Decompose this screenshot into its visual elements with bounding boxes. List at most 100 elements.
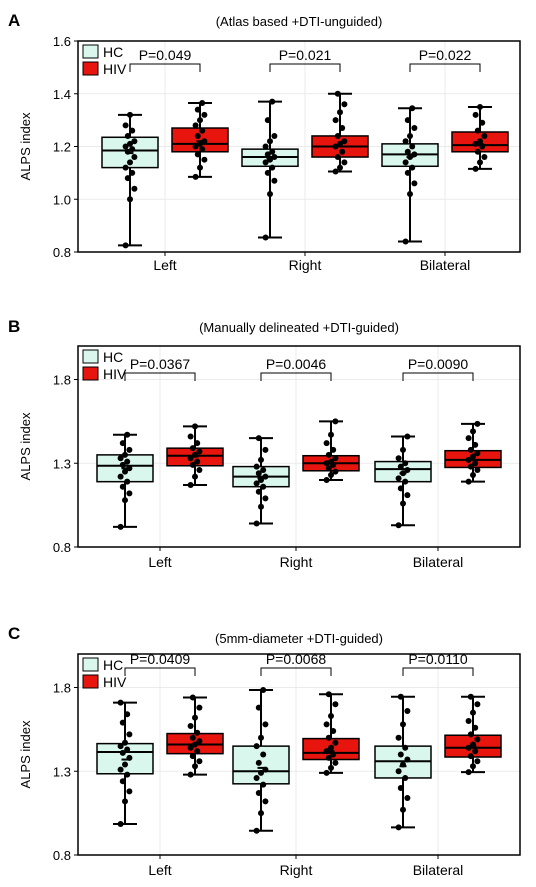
data-point [126,446,133,453]
data-point [192,173,199,180]
box-hc-bilateral [374,433,432,529]
data-point [194,440,201,447]
legend-swatch-hc [82,44,99,59]
data-point [325,734,332,741]
data-point [465,435,472,442]
data-point [474,701,481,708]
data-point [470,709,476,716]
data-point [395,522,402,529]
data-point [325,451,332,458]
data-point [197,140,203,147]
data-point [409,164,416,171]
data-point [334,132,341,139]
data-point [402,478,409,485]
data-point [330,751,337,758]
data-point [337,140,343,147]
data-point [404,433,411,440]
y-tick-label: 1.0 [53,192,71,207]
data-point [258,769,264,776]
box-hiv-right [302,691,360,776]
data-point [341,159,348,166]
data-point [467,463,474,470]
significance-bracket [402,372,474,381]
data-point [201,156,208,163]
data-point [323,748,330,755]
y-tick-label: 1.4 [53,87,71,102]
data-point [260,483,267,490]
data-point [474,420,481,427]
data-point [323,477,330,483]
data-point [201,138,208,145]
data-point [126,788,133,795]
y-tick-label: 1.2 [53,140,71,155]
data-point [402,460,409,467]
data-point [122,164,129,171]
data-point [253,774,260,781]
data-point [470,453,476,460]
data-point [332,701,339,708]
box-hc-bilateral [381,105,439,245]
y-tick-label: 1.8 [53,373,71,388]
chart-panel-c: C (5mm-diameter +DTI-guided) 0.8 1.3 1.8 ALPS… [8,624,521,878]
data-point [332,418,339,425]
data-point [400,446,406,453]
data-point [255,790,262,797]
data-point [341,101,348,108]
data-point [122,497,128,504]
chart-panel-a: A (Atlas based +DTI-unguided) 0.8 1.0 1.2 1.4… [8,11,521,273]
legend-label-hiv: HIV [103,674,127,690]
data-point [201,111,208,118]
significance-bracket [129,63,201,72]
data-point [472,748,479,755]
panel-title: (5mm-diameter +DTI-guided) [215,631,383,646]
mean-marker [257,477,265,480]
data-point [467,693,474,700]
legend-swatch-hc [82,349,99,364]
data-point [474,758,481,765]
data-point [119,461,126,468]
panel-letter: B [8,317,20,336]
data-point [271,132,278,139]
data-point [117,766,124,773]
data-point [397,785,404,791]
box-hc-left [96,699,154,828]
box-hiv-left [166,423,224,489]
mean-marker [327,462,335,465]
data-point [465,456,472,463]
data-point [402,159,409,166]
data-point [397,751,404,758]
data-point [189,753,196,760]
data-point [474,736,481,743]
significance-bracket [124,667,196,676]
data-point [323,769,330,776]
data-point [119,749,126,756]
y-axis-label: ALPS index [18,720,33,788]
data-point [402,138,409,145]
data-point [131,154,138,161]
data-point [119,440,126,447]
data-point [196,738,203,745]
data-point [323,440,330,447]
data-point [402,238,409,245]
data-point [124,771,131,778]
data-point [255,704,262,711]
data-point [192,473,198,480]
data-point [262,143,269,150]
data-point [264,151,271,158]
data-point [122,242,129,249]
data-point [337,109,343,116]
mean-marker [196,140,204,143]
data-point [339,125,346,132]
data-point [332,117,339,124]
data-point [197,117,203,124]
data-point [330,446,337,453]
significance-bracket [409,63,481,72]
data-point [194,151,201,158]
significance-bracket [124,372,196,381]
box-hc-right [241,98,299,241]
y-axis-label: ALPS index [18,412,33,480]
data-point [117,699,124,706]
data-point [194,458,201,465]
data-point [332,739,339,746]
data-point [258,734,264,741]
